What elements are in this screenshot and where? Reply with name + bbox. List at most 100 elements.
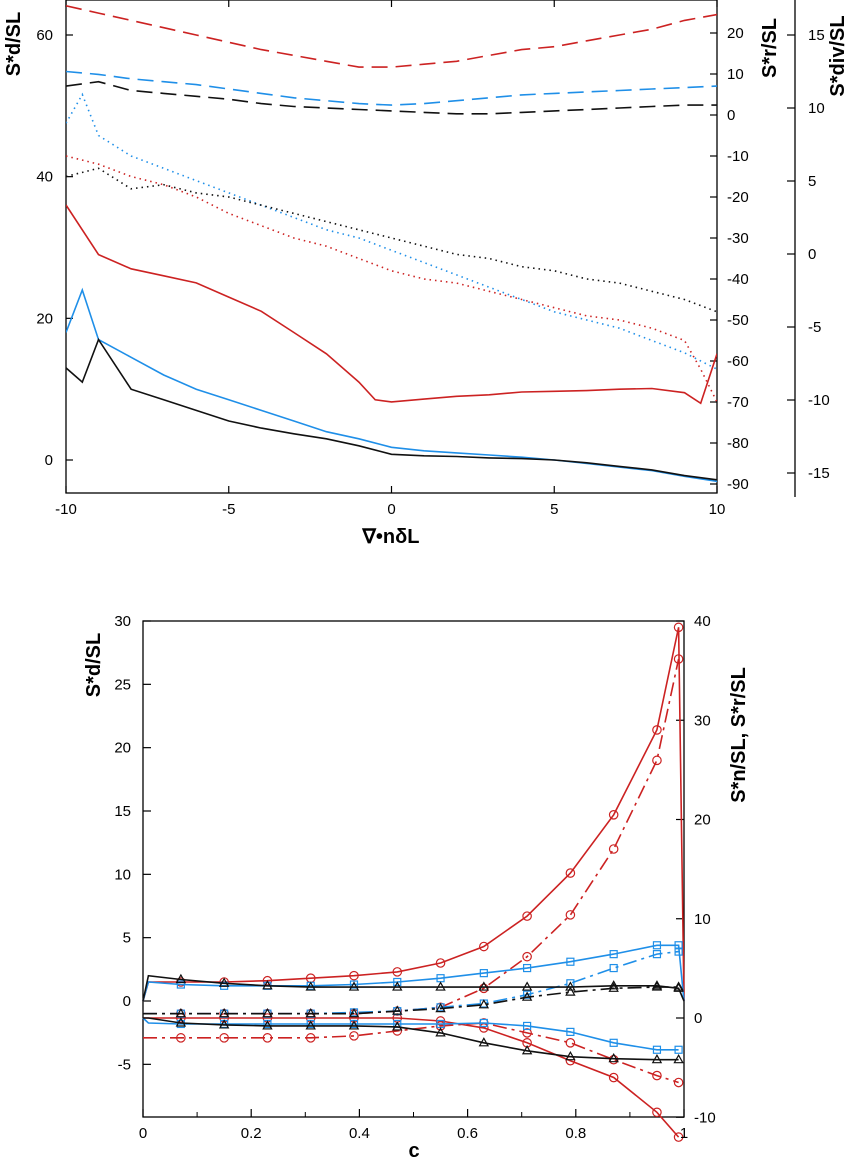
- bottom-series-8-marker-6: [348, 1007, 360, 1018]
- bottom-series-0-marker-11: [565, 868, 576, 878]
- bottom-series-0-marker-13: [652, 725, 662, 735]
- top-right2-tick-label: 10: [808, 100, 825, 117]
- bottom-series-1-marker-13: [652, 755, 662, 766]
- bottom-series-7-marker-6: [348, 981, 360, 991]
- bottom-series-7-marker-4: [262, 980, 273, 990]
- bottom-right-tick-label: 30: [694, 712, 711, 729]
- top-x-tick-label: 10: [709, 501, 726, 518]
- bottom-series-9-marker-9: [478, 1037, 490, 1047]
- bottom-x-tick-label: 0.2: [241, 1125, 262, 1142]
- bottom-series-4-marker-13: [652, 941, 662, 950]
- top-right2-axis-title: S*div/SL: [827, 15, 849, 96]
- top-series-6-line: [66, 5, 717, 68]
- bottom-series-9-marker-10: [521, 1045, 533, 1055]
- bottom-series-8-marker-14: [673, 981, 684, 991]
- bottom-series-0-marker-8: [435, 958, 446, 968]
- bottom-series-6-marker-14: [674, 1045, 683, 1054]
- bottom-left-tick-label: 20: [114, 740, 131, 757]
- top-right1-tick-label: -60: [727, 353, 749, 370]
- bottom-series-8-marker-12: [608, 982, 619, 992]
- bottom-series-3-line: [143, 1022, 679, 1084]
- bottom-chart: 0 0.2 0.4 0.6 0.8 1 -5 0 5 10 15 20 25 30 -10 0 10 20 30 40…: [83, 613, 750, 1159]
- bottom-series-7-marker-13: [651, 980, 663, 990]
- bottom-series-3-marker-13: [652, 1070, 662, 1081]
- bottom-series-4-marker-11: [566, 957, 575, 966]
- bottom-x-tick-label: 0.4: [349, 1125, 370, 1142]
- bottom-right-tick-label: 0: [694, 1010, 702, 1027]
- bottom-series-5-marker-12: [609, 963, 618, 973]
- bottom-series-8-marker-5: [305, 1007, 316, 1018]
- top-right2-tick-label: -15: [808, 465, 830, 482]
- top-series-2-line: [66, 337, 717, 481]
- top-right1-tick-label: 20: [727, 25, 744, 42]
- top-right1-tick-label: 0: [727, 107, 735, 124]
- top-series-8-line: [66, 80, 717, 115]
- bottom-series-4-marker-2: [176, 980, 185, 989]
- bottom-series-3-marker-6: [349, 1031, 359, 1041]
- bottom-series-6-marker-12: [609, 1038, 618, 1047]
- bottom-series-0-line: [142, 627, 685, 1002]
- top-right1-tick-label: 10: [727, 66, 744, 83]
- bottom-series-4-line: [142, 944, 685, 1002]
- top-chart: -10 -5 0 5 100204060-90-80-70-60-50-40-30-20…: [3, 0, 849, 548]
- bottom-series-6-marker-9: [479, 1018, 488, 1028]
- top-x-tick-label: 0: [387, 501, 395, 518]
- bottom-series-9-marker-4: [262, 1020, 273, 1030]
- bottom-right-tick-label: -10: [694, 1109, 716, 1126]
- bottom-series-2-marker-12: [608, 1072, 619, 1083]
- bottom-right-tick-label: 10: [694, 911, 711, 928]
- top-right1-tick-label: -20: [727, 189, 749, 206]
- bottom-series-7-marker-11: [565, 981, 576, 991]
- bottom-series-4-marker-6: [349, 980, 359, 989]
- bottom-series-5-marker-13: [652, 950, 662, 959]
- bottom-series-0-marker-7: [392, 967, 403, 977]
- bottom-series-4-marker-9: [479, 969, 488, 978]
- bottom-left-tick-label: 5: [123, 930, 131, 947]
- bottom-series-8-marker-10: [521, 991, 533, 1001]
- bottom-series-3-marker-10: [522, 1028, 532, 1038]
- bottom-series-0-marker-4: [262, 975, 273, 986]
- top-right1-tick-label: -40: [727, 271, 749, 288]
- bottom-series-1-marker-10: [522, 951, 532, 962]
- bottom-series-4-marker-12: [609, 950, 618, 959]
- bottom-series-3-marker-8: [435, 1021, 446, 1031]
- bottom-left-axis-title: S*d/SL: [83, 633, 105, 697]
- bottom-series-7-marker-10: [521, 981, 533, 991]
- bottom-series-2-marker-13: [652, 1107, 662, 1118]
- top-series-5-line: [66, 167, 717, 313]
- bottom-series-8-marker-13: [651, 981, 663, 991]
- bottom-series-7-marker-2: [175, 973, 187, 984]
- bottom-series-1-marker-12: [608, 844, 619, 854]
- bottom-x-tick-label: 0.8: [565, 1125, 586, 1142]
- bottom-series-9-marker-7: [392, 1021, 403, 1031]
- top-right1-tick-label: -10: [727, 148, 749, 165]
- bottom-series-7-marker-7: [392, 981, 403, 991]
- top-right2-tick-label: 15: [808, 27, 825, 44]
- bottom-series-6-marker-13: [652, 1045, 662, 1054]
- bottom-series-2-marker-14: [673, 1132, 684, 1142]
- bottom-right-tick-label: 20: [694, 812, 711, 829]
- bottom-series-4-marker-10: [523, 963, 532, 973]
- bottom-x-tick-label: 0.6: [457, 1125, 478, 1142]
- bottom-series-1-marker-11: [565, 910, 576, 920]
- bottom-series-8-marker-9: [478, 999, 490, 1009]
- top-right1-tick-label: -80: [727, 435, 749, 452]
- bottom-series-8-marker-8: [435, 1002, 446, 1013]
- bottom-x-axis-title: c: [408, 1140, 419, 1159]
- top-right1-tick-label: -70: [727, 394, 749, 411]
- bottom-series-7-marker-8: [435, 981, 446, 991]
- bottom-left-tick-label: 0: [123, 993, 131, 1010]
- bottom-series-7-marker-9: [478, 981, 490, 991]
- top-series-7-line: [66, 70, 717, 106]
- bottom-series-6-marker-11: [566, 1027, 575, 1036]
- bottom-left-tick-label: 30: [114, 613, 131, 630]
- bottom-series-6-marker-10: [523, 1021, 532, 1031]
- top-right1-tick-label: -50: [727, 312, 749, 329]
- bottom-series-3-marker-11: [565, 1038, 576, 1048]
- top-left-axis-title: S*d/SL: [3, 12, 25, 76]
- top-series-1-line: [66, 287, 717, 483]
- bottom-series-8-marker-2: [175, 1007, 187, 1018]
- top-x-tick-label: -10: [55, 501, 77, 518]
- top-series-0-line: [66, 204, 717, 405]
- bottom-series-9-line: [143, 1017, 679, 1061]
